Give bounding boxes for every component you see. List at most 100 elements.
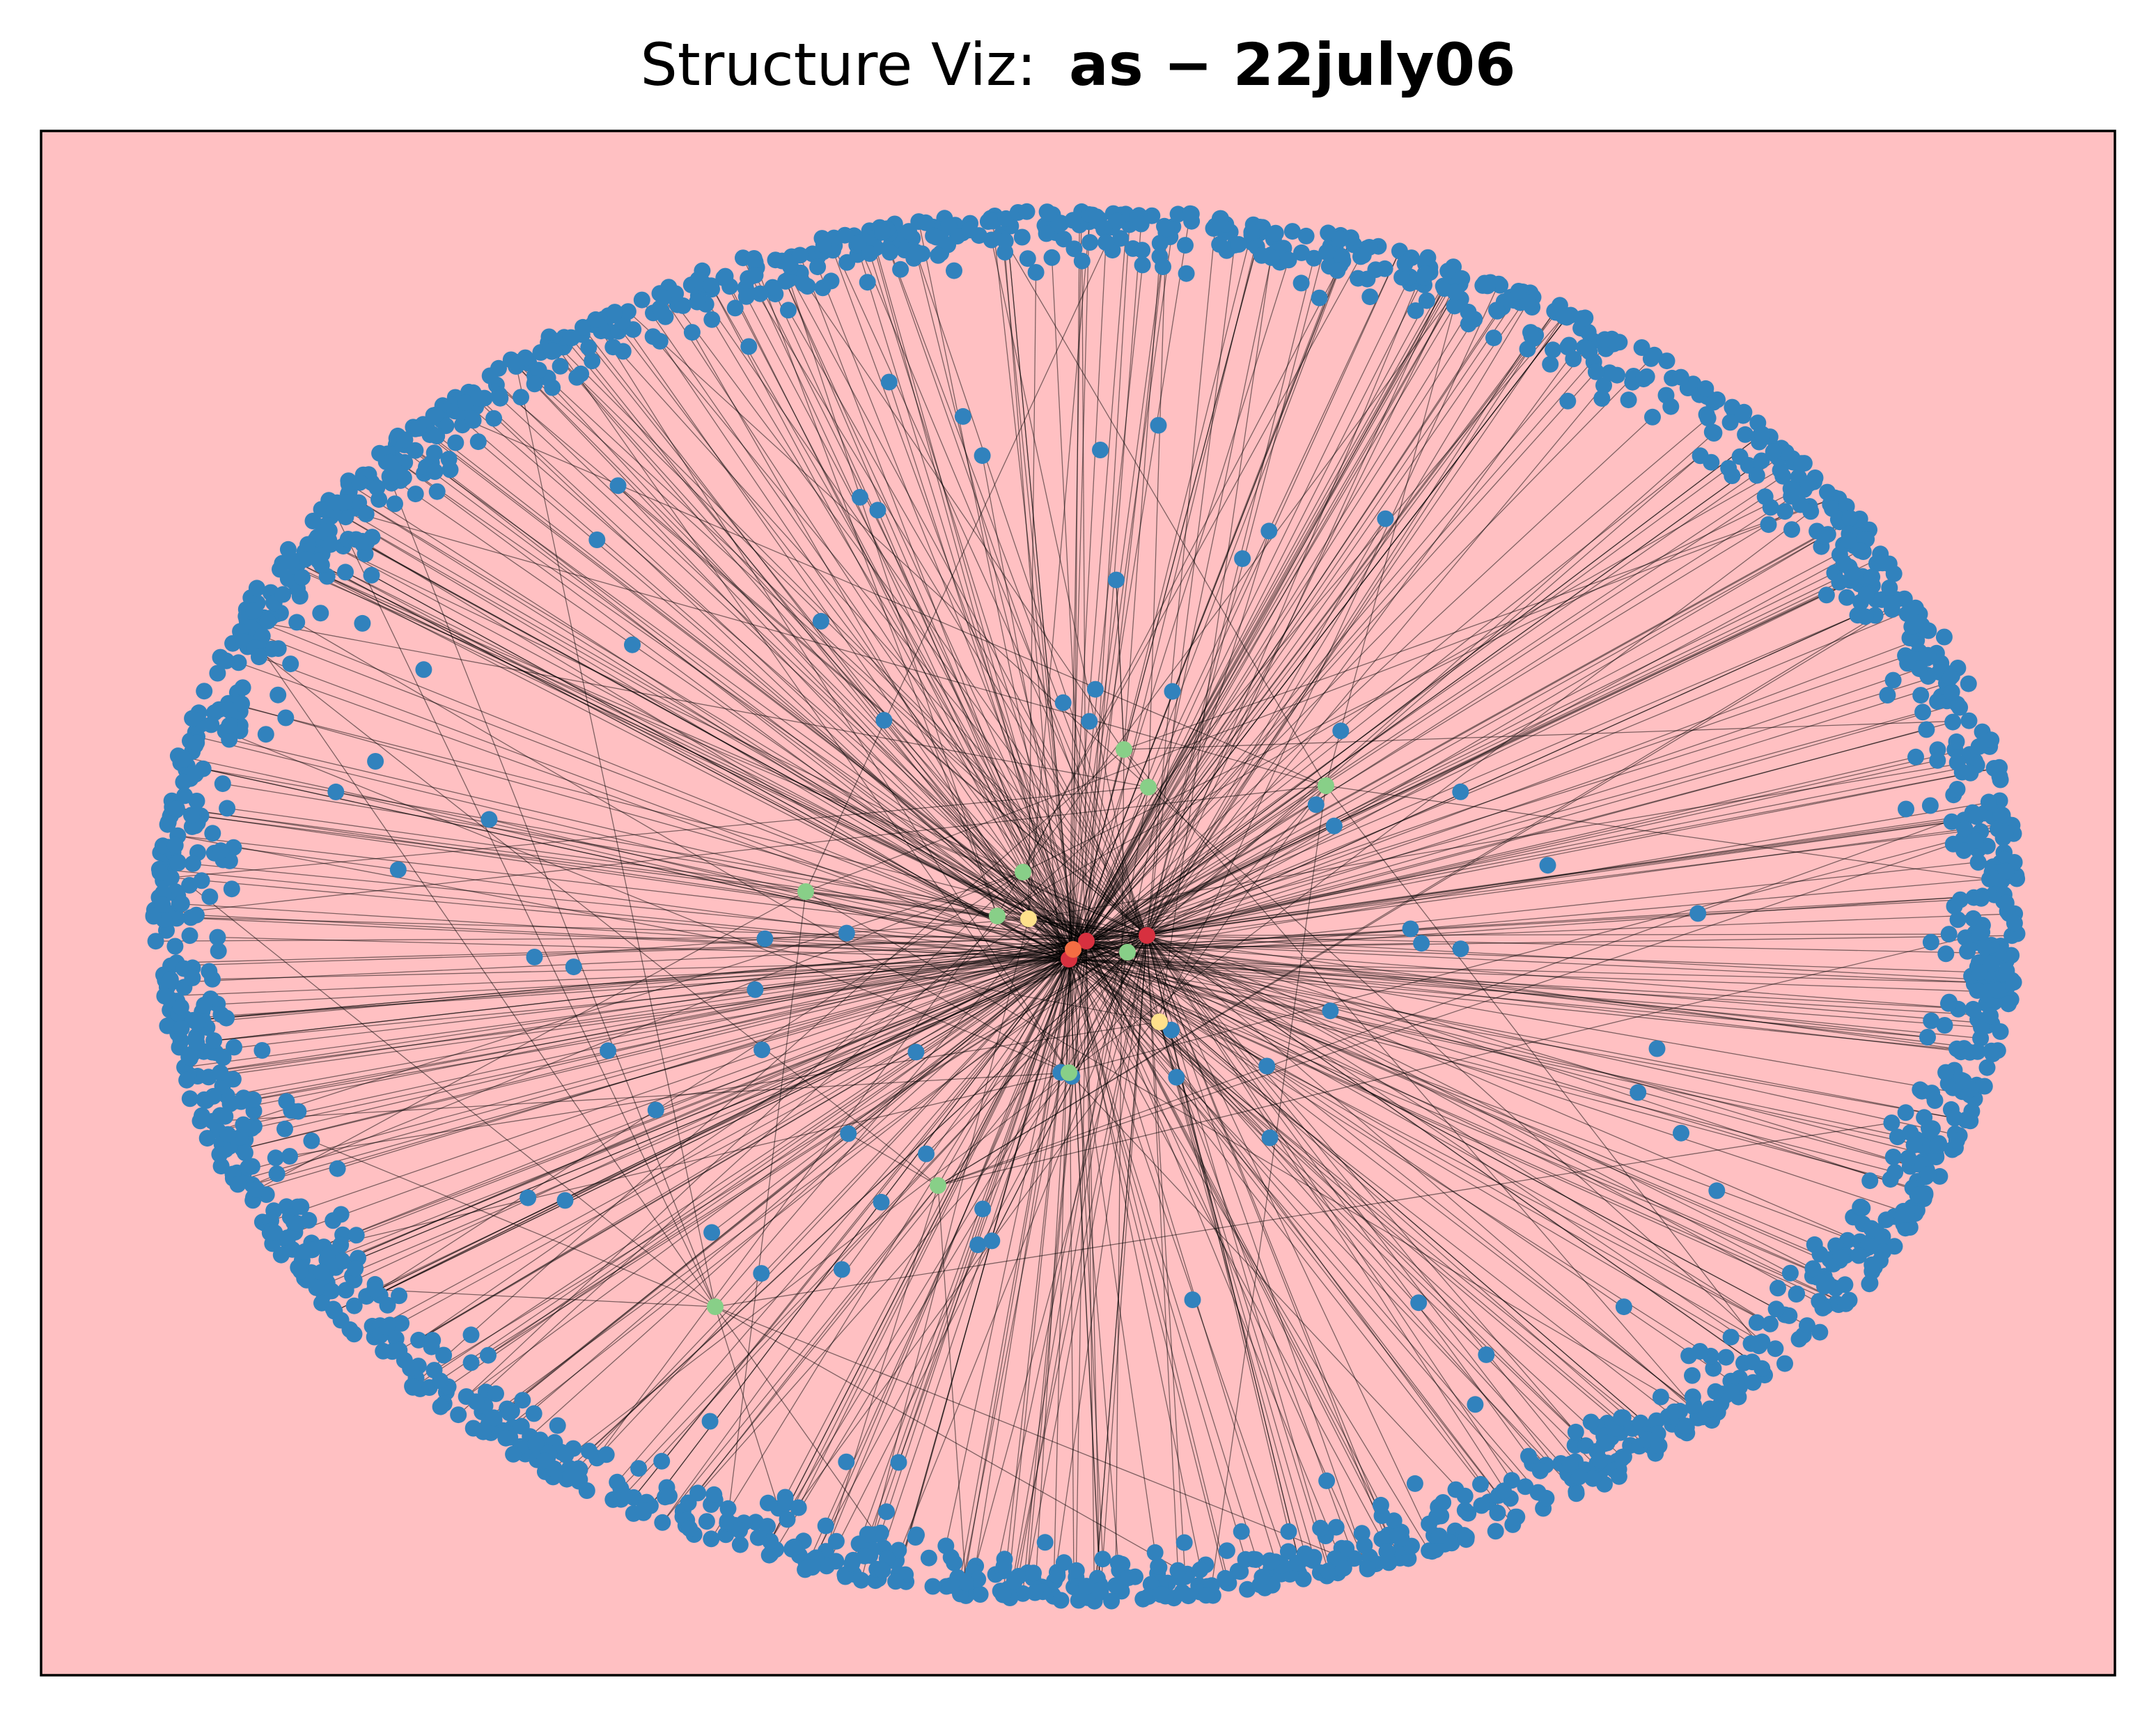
edge (889, 382, 1074, 950)
node (937, 1537, 955, 1555)
edge (1072, 237, 1352, 950)
node (856, 1547, 873, 1564)
node (1613, 1409, 1630, 1427)
node (1109, 212, 1126, 230)
edge (1072, 467, 1729, 950)
node (526, 949, 543, 965)
node (731, 1536, 749, 1553)
edge (1086, 504, 1801, 942)
edge (176, 862, 1074, 950)
node (1905, 614, 1923, 631)
node (1983, 1042, 2000, 1059)
edge (1068, 489, 1805, 960)
edge (1146, 935, 1703, 1417)
edge (153, 785, 1327, 916)
edge (247, 619, 1149, 788)
node (1467, 1396, 1484, 1413)
edge (1022, 292, 1456, 873)
node (703, 311, 721, 328)
node (1620, 391, 1637, 409)
edge (1086, 940, 1981, 973)
edge (1086, 940, 1830, 1260)
node (1338, 1540, 1355, 1557)
node (1435, 1494, 1452, 1511)
node (1879, 687, 1896, 704)
edge (178, 835, 1087, 942)
node (1811, 1245, 1829, 1263)
node (562, 329, 579, 346)
edge (1086, 572, 1835, 942)
node (1717, 1349, 1735, 1366)
edge (1086, 940, 1095, 1601)
edge (473, 392, 1074, 950)
node (389, 861, 407, 878)
node (1877, 1211, 1895, 1229)
node (181, 876, 198, 894)
node (1175, 1534, 1193, 1551)
edge (1148, 786, 1763, 1342)
node (974, 1200, 992, 1218)
edge (466, 871, 1024, 1397)
core-node (707, 1298, 724, 1315)
edge (1086, 940, 1344, 1567)
node (1150, 417, 1167, 434)
node (1579, 340, 1596, 357)
node (777, 1495, 795, 1512)
edge (1086, 940, 1970, 1096)
node (1331, 231, 1349, 248)
node (188, 793, 205, 809)
node (1177, 237, 1194, 254)
edge (190, 917, 1087, 942)
node (1955, 1073, 1972, 1090)
edge (747, 278, 1148, 936)
node (194, 1107, 210, 1124)
edge (219, 940, 1087, 1155)
node (1648, 1412, 1665, 1429)
edge (826, 935, 1148, 1567)
node (1744, 1353, 1761, 1371)
node (457, 394, 474, 411)
node (703, 1530, 720, 1548)
edge (1072, 949, 1207, 1596)
node (410, 1331, 428, 1349)
edge (633, 958, 1070, 1498)
node (1874, 554, 1891, 572)
edges (153, 211, 2015, 1601)
node (210, 942, 227, 960)
edge (975, 949, 1074, 1567)
node (1971, 964, 1988, 981)
edge (1146, 935, 1751, 1344)
edge (775, 935, 1148, 1550)
node (181, 927, 198, 945)
edge (347, 493, 1074, 950)
edge (1068, 433, 1763, 960)
edge (1068, 958, 1430, 1551)
edge (1086, 288, 1445, 942)
edge (1068, 958, 1891, 1180)
node (907, 243, 925, 261)
node (423, 1338, 440, 1355)
node (1982, 1007, 1999, 1025)
edge (581, 334, 1074, 950)
node (347, 1260, 364, 1277)
core-node (989, 908, 1006, 924)
node (1819, 526, 1836, 543)
edge (1072, 823, 2007, 950)
node (474, 1423, 492, 1440)
edge (348, 483, 1074, 950)
node (850, 234, 867, 251)
node (415, 661, 432, 678)
edge (1086, 940, 1694, 1406)
edge (327, 575, 1148, 936)
node (1955, 842, 1973, 860)
node (1263, 1553, 1280, 1571)
node (266, 1224, 283, 1241)
node (1510, 283, 1527, 300)
node (159, 814, 177, 831)
node (1644, 408, 1661, 426)
edge (1086, 940, 1100, 1591)
edge (695, 286, 1148, 936)
node (1708, 1182, 1726, 1199)
edge (203, 768, 1148, 936)
node (209, 665, 226, 682)
